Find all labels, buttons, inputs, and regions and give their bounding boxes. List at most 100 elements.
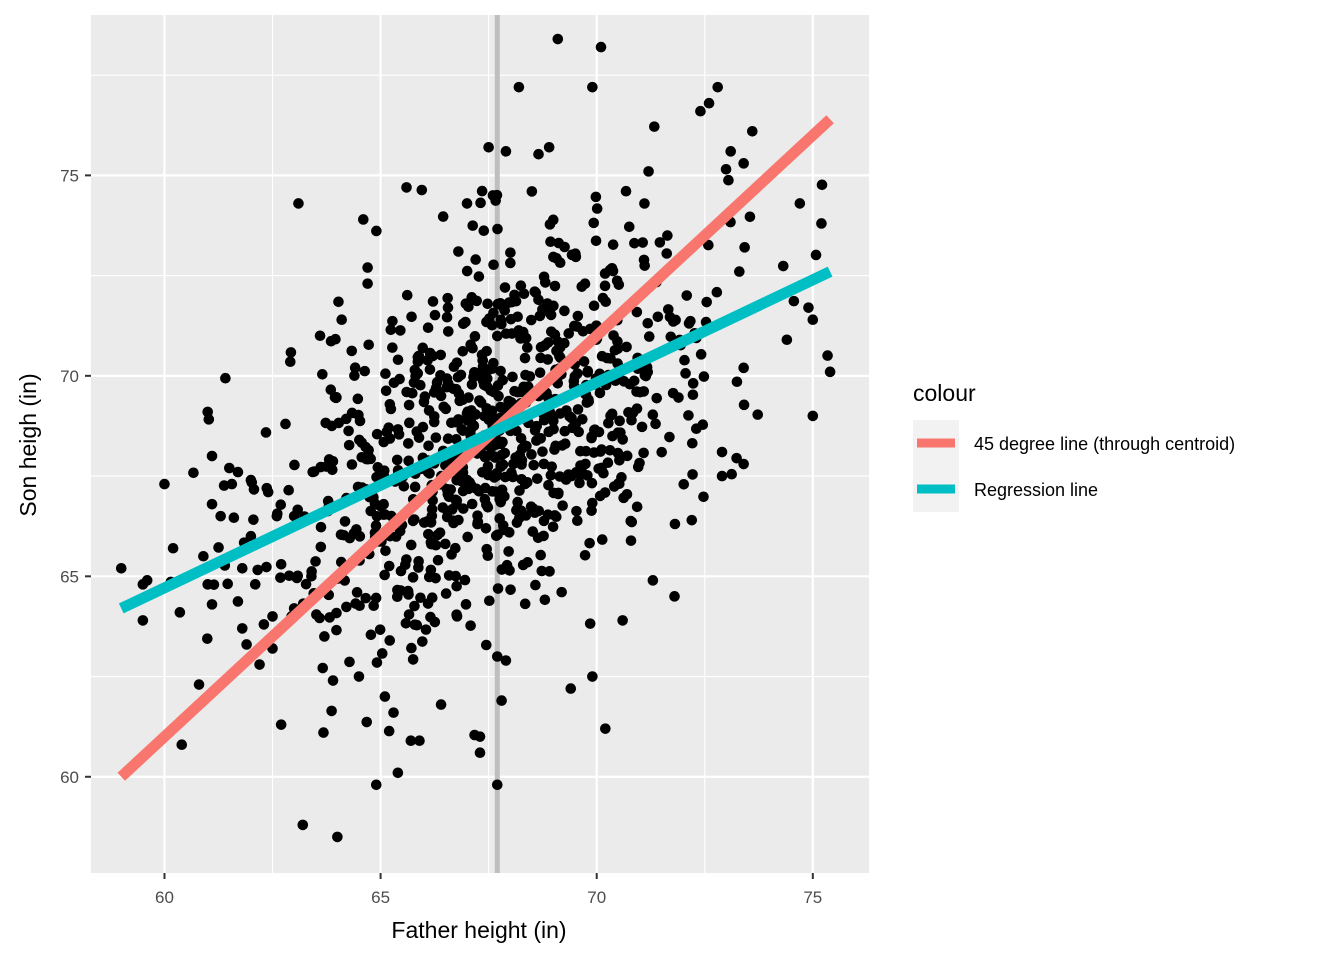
data-point xyxy=(600,723,611,734)
data-point xyxy=(480,522,492,534)
data-point xyxy=(248,484,260,495)
data-point xyxy=(424,364,436,375)
data-point xyxy=(752,409,764,420)
data-point xyxy=(679,354,690,366)
data-point xyxy=(810,249,822,261)
data-point xyxy=(482,450,494,462)
data-point xyxy=(537,446,548,457)
data-point xyxy=(538,271,550,283)
data-point xyxy=(413,432,425,443)
data-point xyxy=(500,655,512,666)
data-point xyxy=(491,779,503,791)
data-point xyxy=(414,735,425,746)
data-point xyxy=(362,262,373,273)
data-point xyxy=(738,362,749,374)
data-point xyxy=(656,446,668,458)
data-point xyxy=(379,691,391,702)
data-point xyxy=(596,350,608,362)
data-point xyxy=(731,452,742,464)
data-point xyxy=(543,426,555,438)
data-point xyxy=(407,654,419,665)
data-point xyxy=(245,530,257,542)
data-point xyxy=(352,393,364,405)
data-point xyxy=(670,314,681,326)
data-point xyxy=(587,671,598,682)
data-point xyxy=(545,236,556,248)
data-point xyxy=(698,491,709,503)
data-point xyxy=(440,588,452,599)
y-tick-label: 75 xyxy=(60,166,79,185)
data-point xyxy=(491,651,503,662)
legend: colour 45 degree line (through centroid)… xyxy=(913,380,1235,512)
data-point xyxy=(648,121,660,132)
data-point xyxy=(403,589,414,600)
legend-label-45-degree: 45 degree line (through centroid) xyxy=(974,434,1235,454)
data-point xyxy=(280,418,291,430)
data-point xyxy=(315,541,327,553)
data-point xyxy=(582,365,594,377)
data-point xyxy=(662,230,673,241)
data-point xyxy=(411,619,423,631)
data-point xyxy=(206,498,218,510)
data-point xyxy=(623,221,635,233)
data-point xyxy=(327,675,339,686)
data-point xyxy=(224,462,235,474)
data-point xyxy=(505,247,516,258)
data-point xyxy=(403,455,414,467)
data-point xyxy=(566,249,578,261)
data-point xyxy=(503,395,514,407)
data-point xyxy=(488,472,500,483)
data-point xyxy=(351,587,363,598)
data-point xyxy=(198,550,209,562)
data-point xyxy=(596,534,608,545)
data-point xyxy=(354,415,366,427)
data-point xyxy=(461,265,473,277)
data-point xyxy=(167,542,179,554)
data-point xyxy=(559,241,570,253)
data-point xyxy=(484,595,495,607)
data-point xyxy=(427,350,439,362)
data-point xyxy=(579,549,591,561)
data-point xyxy=(680,368,691,379)
data-point xyxy=(738,458,749,470)
data-point xyxy=(333,296,344,308)
data-point xyxy=(434,527,446,538)
data-point xyxy=(516,459,527,470)
data-point xyxy=(543,479,554,491)
data-point xyxy=(556,586,567,598)
data-point xyxy=(822,350,833,361)
data-point xyxy=(547,521,559,533)
data-point xyxy=(731,376,743,388)
data-point xyxy=(535,549,547,561)
data-point xyxy=(448,361,460,372)
data-point xyxy=(614,478,625,489)
data-point xyxy=(582,470,593,481)
data-point xyxy=(588,300,600,312)
data-point xyxy=(387,315,398,327)
data-point xyxy=(678,478,690,490)
data-point xyxy=(407,515,419,527)
data-point xyxy=(361,716,373,728)
y-tick-label: 65 xyxy=(60,567,79,586)
scatter-points xyxy=(115,33,836,843)
data-point xyxy=(450,542,461,554)
data-point xyxy=(285,347,297,358)
data-point xyxy=(559,425,571,437)
data-point xyxy=(545,326,557,337)
data-point xyxy=(533,148,544,160)
data-point xyxy=(739,242,750,253)
data-point xyxy=(614,454,625,466)
data-point xyxy=(577,325,589,337)
data-point xyxy=(513,81,525,93)
data-point xyxy=(353,671,365,682)
data-point xyxy=(441,311,453,323)
y-tick-label: 70 xyxy=(60,367,79,386)
data-point xyxy=(554,408,566,419)
data-point xyxy=(716,446,728,458)
data-point xyxy=(487,486,498,497)
data-point xyxy=(288,510,300,522)
data-point xyxy=(506,328,518,339)
data-point xyxy=(687,389,699,401)
data-point xyxy=(459,574,471,586)
data-point xyxy=(392,767,404,779)
